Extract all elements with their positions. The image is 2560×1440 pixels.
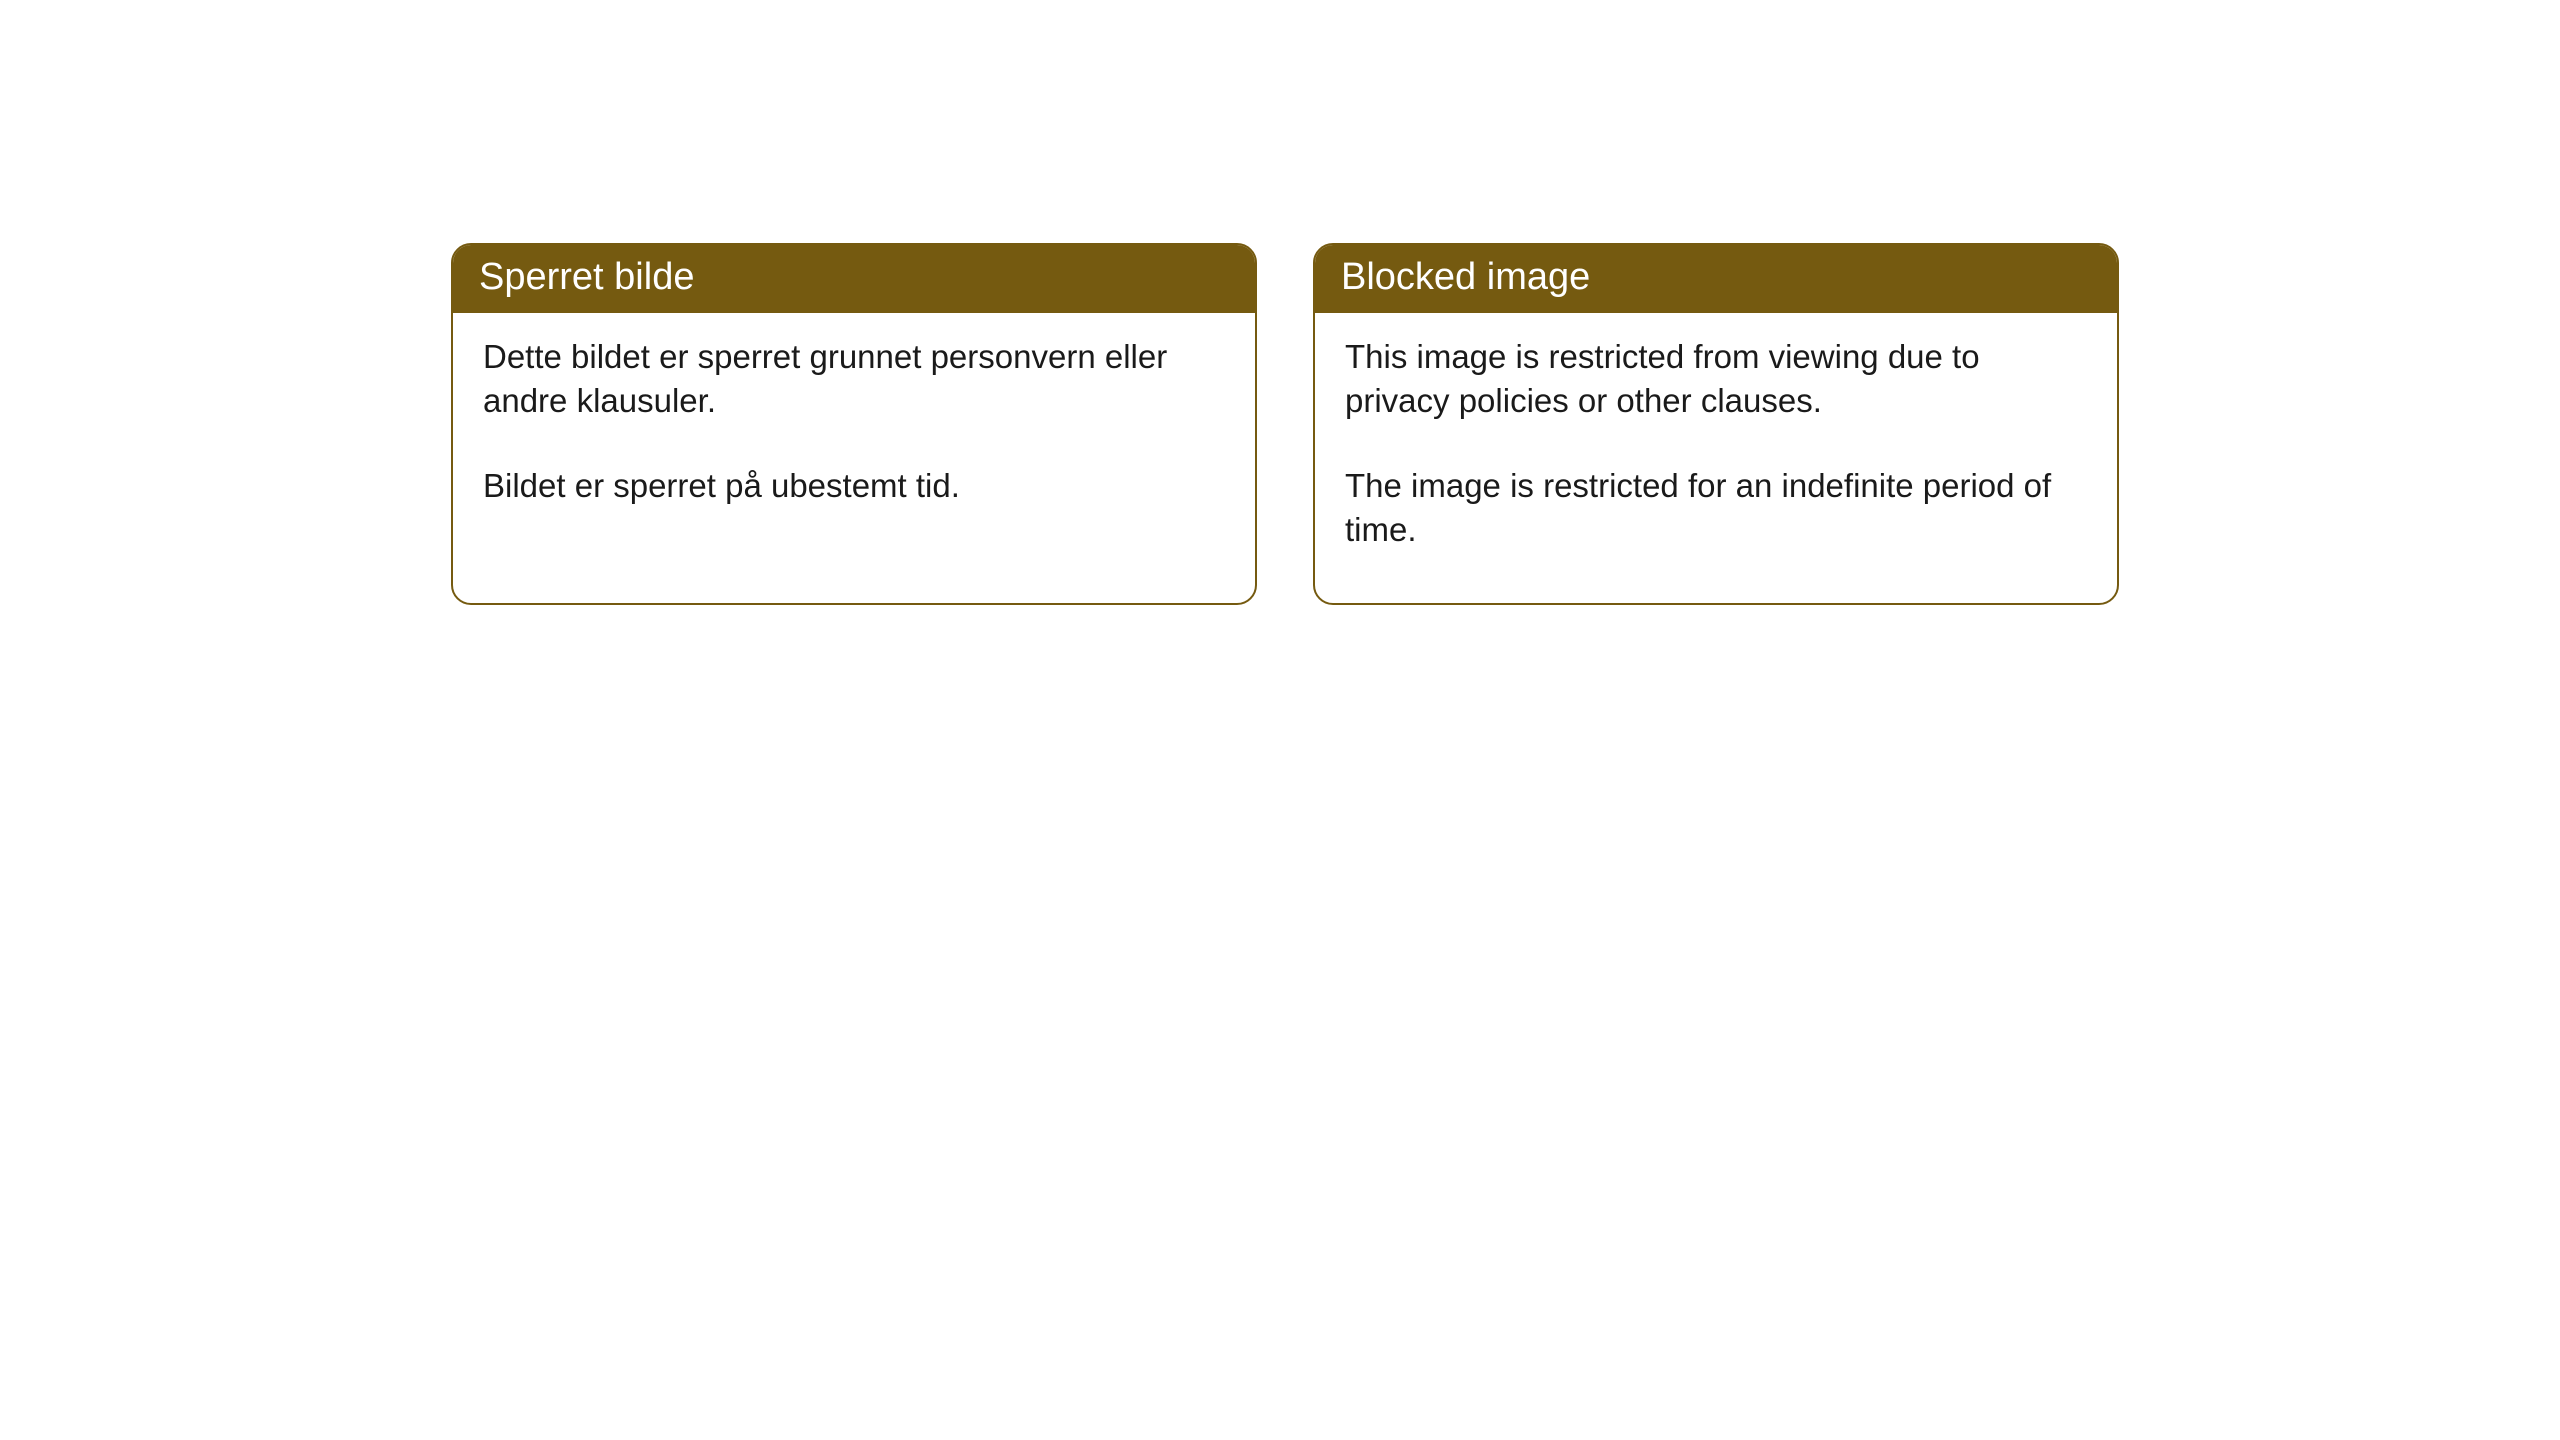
blocked-image-card-no: Sperret bilde Dette bildet er sperret gr… <box>451 243 1257 605</box>
card-header: Blocked image <box>1315 245 2117 313</box>
card-body: This image is restricted from viewing du… <box>1315 313 2117 603</box>
card-paragraph: Bildet er sperret på ubestemt tid. <box>483 464 1225 509</box>
card-paragraph: The image is restricted for an indefinit… <box>1345 464 2087 553</box>
card-container: Sperret bilde Dette bildet er sperret gr… <box>0 0 2560 605</box>
card-paragraph: Dette bildet er sperret grunnet personve… <box>483 335 1225 424</box>
card-body: Dette bildet er sperret grunnet personve… <box>453 313 1255 559</box>
card-paragraph: This image is restricted from viewing du… <box>1345 335 2087 424</box>
blocked-image-card-en: Blocked image This image is restricted f… <box>1313 243 2119 605</box>
card-header: Sperret bilde <box>453 245 1255 313</box>
